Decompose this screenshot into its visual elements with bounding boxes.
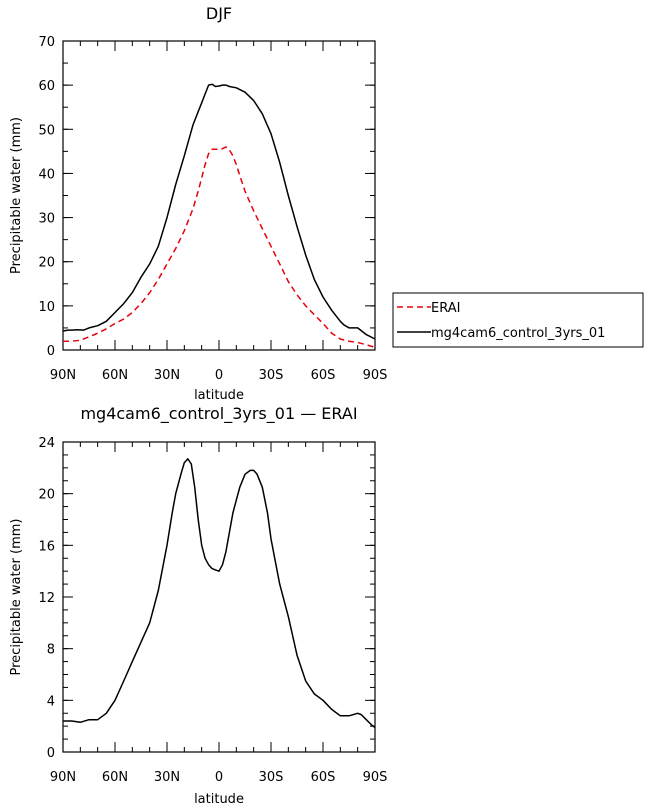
- chart-title-2: mg4cam6_control_3yrs_01 — ERAI: [80, 404, 357, 424]
- series-line-mg4cam6-control-3yrs-01: [62, 83, 376, 340]
- y-tick-label: 40: [38, 167, 55, 182]
- chart-title-1: DJF: [206, 4, 232, 23]
- y-axis-label: Precipitable water (mm): [9, 117, 24, 274]
- legend-label: ERAI: [431, 301, 460, 316]
- y-tick-label: 16: [38, 539, 55, 554]
- y-tick-label: 10: [38, 300, 55, 315]
- y-tick-label: 70: [38, 35, 55, 50]
- y-tick-label: 0: [47, 344, 55, 359]
- y-tick-label: 60: [38, 79, 55, 94]
- y-tick-label: 24: [38, 436, 55, 451]
- x-tick-label: 0: [215, 770, 223, 785]
- x-tick-label: 90S: [363, 770, 388, 785]
- y-tick-label: 20: [38, 256, 55, 271]
- series-line-difference: [63, 458, 376, 729]
- x-tick-label: 60S: [311, 770, 336, 785]
- x-tick-label: 30N: [154, 368, 180, 383]
- plot-frame: [62, 441, 376, 753]
- x-tick-label: 90N: [50, 368, 76, 383]
- legend-box: [392, 292, 644, 348]
- y-tick-label: 12: [38, 591, 55, 606]
- series-line-erai: [63, 146, 376, 349]
- y-tick-label: 0: [47, 746, 55, 761]
- x-tick-label: 60N: [102, 368, 128, 383]
- x-axis-label: latitude: [194, 388, 244, 403]
- x-tick-label: 60S: [311, 368, 336, 383]
- x-tick-label: 30S: [259, 770, 284, 785]
- y-axis-label: Precipitable water (mm): [9, 519, 24, 676]
- x-tick-label: 30N: [154, 770, 180, 785]
- y-tick-label: 50: [38, 123, 55, 138]
- y-tick-label: 30: [38, 212, 55, 227]
- x-tick-label: 0: [215, 368, 223, 383]
- y-tick-label: 4: [47, 694, 55, 709]
- x-tick-label: 30S: [259, 368, 284, 383]
- y-tick-label: 20: [38, 488, 55, 503]
- x-axis-label: latitude: [194, 792, 244, 807]
- x-tick-label: 60N: [102, 770, 128, 785]
- x-tick-label: 90S: [363, 368, 388, 383]
- plot-frame: [62, 40, 376, 351]
- x-tick-label: 90N: [50, 770, 76, 785]
- y-tick-label: 8: [47, 643, 55, 658]
- legend-label: mg4cam6_control_3yrs_01: [431, 326, 605, 341]
